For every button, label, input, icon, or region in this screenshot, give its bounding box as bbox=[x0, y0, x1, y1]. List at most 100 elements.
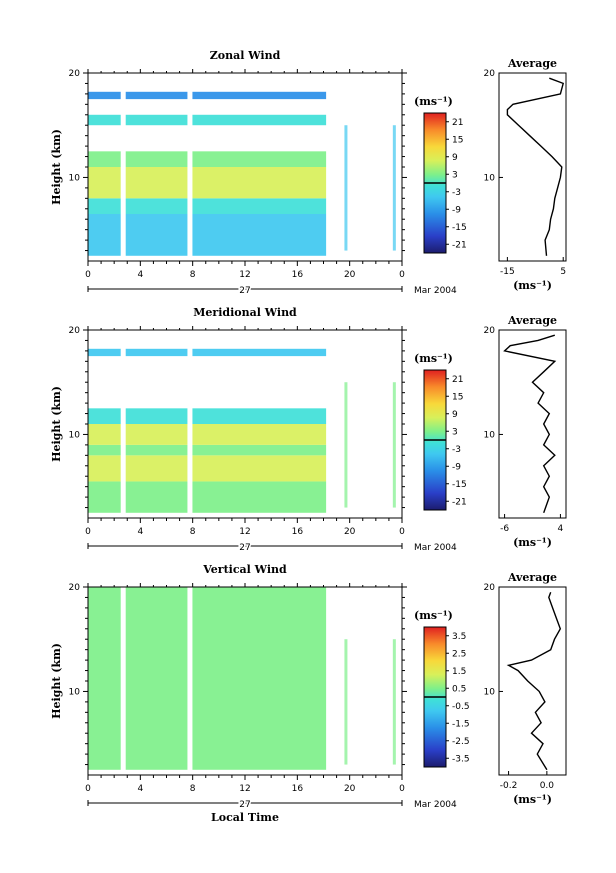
colorbar-tick-label: -9 bbox=[452, 462, 461, 472]
colorbar-tick-label: 9 bbox=[452, 410, 458, 420]
panel-title: Meridional Wind bbox=[193, 306, 297, 319]
y-tick-label: 10 bbox=[69, 173, 81, 183]
heatmap-layer-1 bbox=[88, 481, 327, 513]
data-gap-1 bbox=[120, 330, 126, 518]
average-x-tick-label: 0.0 bbox=[540, 781, 555, 791]
x-tick-label: 0 bbox=[399, 784, 405, 794]
x-tick-label: 12 bbox=[239, 270, 250, 280]
data-gap-1 bbox=[120, 587, 126, 775]
colorbar-tick-label: 9 bbox=[452, 153, 458, 163]
average-y-tick-label: 10 bbox=[484, 430, 496, 440]
colorbar-tick-label: 2.5 bbox=[452, 649, 466, 659]
sparse-column-2 bbox=[392, 639, 396, 765]
heatmap-layer-3 bbox=[88, 167, 327, 199]
sparse-column-1 bbox=[344, 125, 348, 251]
x-tick-label: 20 bbox=[344, 270, 356, 280]
heatmap-layer-6 bbox=[88, 348, 327, 357]
average-y-tick-label: 20 bbox=[484, 326, 496, 336]
average-profile-line bbox=[506, 77, 565, 256]
day-label: 27 bbox=[239, 800, 250, 810]
sparse-column-2 bbox=[392, 382, 396, 508]
average-x-label: (ms⁻¹) bbox=[513, 279, 552, 292]
average-frame bbox=[498, 329, 567, 519]
x-tick-label: 4 bbox=[137, 784, 143, 794]
heatmap-layer-5 bbox=[88, 114, 327, 126]
panel-title: Vertical Wind bbox=[202, 563, 287, 576]
colorbar-tick-label: 21 bbox=[452, 118, 463, 128]
average-y-tick-label: 20 bbox=[484, 583, 496, 593]
y-tick-label: 10 bbox=[69, 687, 81, 697]
average-profile-line bbox=[506, 591, 562, 771]
data-gap-1 bbox=[120, 73, 126, 261]
heatmap-layer-5 bbox=[88, 408, 327, 424]
x-tick-label: 0 bbox=[399, 527, 405, 537]
data-gap-2 bbox=[187, 587, 193, 775]
heatmap-layers bbox=[88, 330, 396, 518]
x-tick-label: 12 bbox=[239, 784, 250, 794]
x-tick-label: 0 bbox=[85, 527, 91, 537]
average-frame bbox=[498, 72, 567, 262]
date-label: Mar 2004 bbox=[414, 543, 457, 553]
colorbar-tick-label: 0.5 bbox=[452, 684, 466, 694]
y-tick-label: 20 bbox=[69, 583, 81, 593]
colorbar-tick-label: -3 bbox=[452, 188, 461, 198]
average-y-tick-label: 10 bbox=[484, 687, 496, 697]
y-axis-label: Height (km) bbox=[50, 386, 63, 462]
x-axis-label: Local Time bbox=[211, 811, 279, 824]
x-tick-label: 8 bbox=[190, 270, 196, 280]
sparse-column-1 bbox=[344, 382, 348, 508]
heatmap-layers bbox=[88, 587, 396, 775]
x-tick-label: 16 bbox=[292, 784, 304, 794]
average-x-tick-label: -0.2 bbox=[500, 781, 518, 791]
sparse-column-2 bbox=[392, 125, 396, 251]
heatmap-layer-2 bbox=[88, 198, 327, 214]
colorbar-tick-label: 21 bbox=[452, 375, 463, 385]
colorbar-tick-label: -1.5 bbox=[452, 719, 470, 729]
colorbar-units: (ms⁻¹) bbox=[414, 352, 453, 365]
wind-panel-2: Meridional Wind 10 20 Height (km) 0 4 8 12 16 20 0… bbox=[50, 306, 567, 555]
average-frame bbox=[498, 586, 567, 776]
heatmap-layers bbox=[88, 73, 396, 261]
data-gap-2 bbox=[187, 330, 193, 518]
average-y-tick-label: 20 bbox=[484, 69, 496, 79]
x-tick-label: 20 bbox=[344, 784, 356, 794]
x-tick-label: 20 bbox=[344, 527, 356, 537]
colorbar-tick-label: -21 bbox=[452, 497, 467, 507]
colorbar-tick-label: -3 bbox=[452, 445, 461, 455]
average-title: Average bbox=[507, 314, 557, 327]
date-label: Mar 2004 bbox=[414, 800, 457, 810]
day-label: 27 bbox=[239, 543, 250, 553]
y-tick-label: 20 bbox=[69, 326, 81, 336]
average-x-tick-label: -15 bbox=[500, 267, 515, 277]
average-profile-line bbox=[503, 334, 557, 514]
average-x-tick-label: 5 bbox=[560, 267, 566, 277]
average-title: Average bbox=[507, 571, 557, 584]
colorbar-tick-label: 15 bbox=[452, 135, 463, 145]
colorbar-tick-label: -2.5 bbox=[452, 737, 470, 747]
x-tick-label: 16 bbox=[292, 270, 304, 280]
heatmap-layer-6 bbox=[88, 91, 327, 100]
colorbar-tick-label: 3.5 bbox=[452, 632, 466, 642]
average-x-label: (ms⁻¹) bbox=[513, 793, 552, 806]
colorbar-units: (ms⁻¹) bbox=[414, 609, 453, 622]
y-axis-label: Height (km) bbox=[50, 129, 63, 205]
x-tick-label: 8 bbox=[190, 527, 196, 537]
colorbar-tick-label: -3.5 bbox=[452, 754, 470, 764]
heatmap-layer-1 bbox=[88, 214, 327, 256]
day-label: 27 bbox=[239, 286, 250, 296]
wind-panel-3: Vertical Wind 10 20 Height (km) 0 4 8 12 16 20 0 27… bbox=[50, 563, 567, 824]
colorbar-tick-label: 15 bbox=[452, 392, 463, 402]
x-tick-label: 4 bbox=[137, 527, 143, 537]
average-title: Average bbox=[507, 57, 557, 70]
colorbar-tick-label: -9 bbox=[452, 205, 461, 215]
colorbar-tick-label: 1.5 bbox=[452, 667, 466, 677]
average-x-tick-label: -6 bbox=[500, 524, 509, 534]
x-tick-label: 0 bbox=[399, 270, 405, 280]
x-tick-label: 8 bbox=[190, 784, 196, 794]
colorbar-tick-label: 3 bbox=[452, 170, 458, 180]
colorbar-tick-label: -0.5 bbox=[452, 702, 470, 712]
average-x-tick-label: 4 bbox=[558, 524, 564, 534]
x-tick-label: 0 bbox=[85, 784, 91, 794]
average-y-tick-label: 10 bbox=[484, 173, 496, 183]
